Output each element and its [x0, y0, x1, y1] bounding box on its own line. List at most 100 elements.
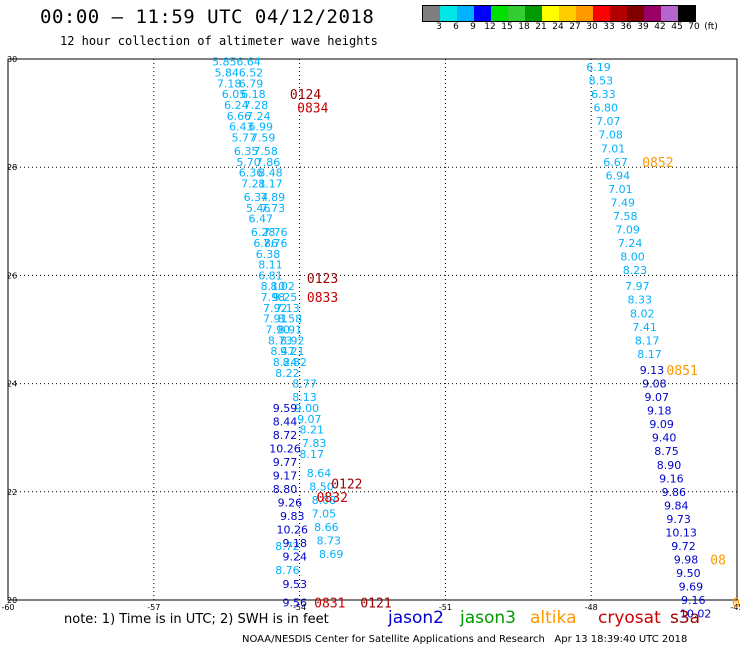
wave-height-point: 8.72: [273, 429, 298, 442]
color-scale-label: 33: [603, 22, 615, 32]
wave-height-point: 5.70: [236, 156, 261, 169]
wave-height-point: 8.13: [292, 391, 317, 404]
y-tick-label: 22: [7, 488, 17, 497]
legend-cryosat: cryosat: [598, 608, 661, 628]
color-scale-swatch: [491, 6, 508, 21]
wave-height-point: 9.56: [282, 597, 307, 610]
wave-height-point: 6.43: [229, 121, 254, 134]
wave-height-point: 7.01: [608, 183, 633, 196]
pass-time-label: 0834: [297, 102, 328, 117]
color-scale-bar: [422, 5, 696, 22]
wave-height-point: 7.07: [596, 115, 621, 128]
wave-height-point: 6.35: [234, 145, 259, 158]
wave-height-point: 9.69: [679, 580, 704, 593]
wave-height-point: 8.80: [273, 483, 298, 496]
wave-height-point: 8.82: [282, 356, 307, 369]
x-tick-label: -45: [730, 603, 740, 612]
wave-height-point: 7.73: [261, 202, 286, 215]
wave-height-point: 7.05: [312, 507, 337, 520]
y-tick-label: 20: [7, 596, 17, 605]
page-subtitle: 12 hour collection of altimeter wave hei…: [60, 34, 378, 48]
wave-height-point: 8.17: [300, 448, 325, 461]
wave-height-point: 9.98: [674, 553, 699, 566]
color-scale-swatch: [678, 6, 695, 21]
wave-height-point: 7.41: [632, 321, 657, 334]
wave-height-point: 7.01: [601, 142, 626, 155]
wave-height-point: 8.92: [280, 334, 305, 347]
color-scale-label: 70: [688, 22, 700, 32]
wave-height-point: 10.13: [665, 526, 697, 539]
wave-height-point: 7.09: [615, 223, 640, 236]
wave-height-point: 10.26: [269, 443, 301, 456]
wave-height-point: 6.38: [256, 248, 281, 261]
wave-height-point: 5.84: [214, 67, 239, 80]
wave-height-point: 9.73: [666, 513, 691, 526]
footer-credit: NOAA/NESDIS Center for Satellite Applica…: [242, 634, 688, 645]
wave-height-point: 9.86: [662, 486, 687, 499]
wave-height-point: 6.18: [241, 88, 266, 101]
color-scale-label: 45: [671, 22, 683, 32]
wave-height-point: 6.94: [606, 169, 631, 182]
wave-height-point: 7.97: [625, 280, 650, 293]
wave-height-point: 5.77: [231, 131, 256, 144]
wave-height-point: 6.33: [591, 88, 616, 101]
wave-height-point: 9.00: [295, 402, 320, 415]
wave-height-point: 7.58: [613, 210, 638, 223]
pass-time-label: 0121: [360, 597, 391, 612]
legend-jason2: jason2: [388, 608, 444, 628]
color-scale-labels: 3 6 9 12 15 18 21 24 27 30 33 36 39 42 45 70 (ft): [422, 22, 740, 34]
wave-height-point: 9.84: [664, 499, 689, 512]
x-tick-label: -60: [1, 603, 14, 612]
wave-height-point: 8.76: [275, 564, 300, 577]
wave-height-point: 9.21: [280, 345, 305, 358]
wave-height-point: 7.08: [598, 129, 623, 142]
wave-height-point: 8.73: [268, 334, 293, 347]
wave-height-point: 6.05: [222, 88, 247, 101]
wave-height-point: 6.28: [251, 226, 276, 239]
wave-height-point: 9.26: [278, 497, 303, 510]
wave-height-point: 9.16: [659, 472, 684, 485]
pass-time-label: 08: [710, 553, 726, 568]
wave-height-point: 8.22: [275, 367, 300, 380]
wave-height-point: 8.72: [275, 540, 300, 553]
wave-height-point: 9.07: [645, 391, 670, 404]
wave-height-point: 6.80: [594, 102, 619, 115]
wave-height-point: 8.11: [258, 259, 283, 272]
wave-height-point: 8.00: [620, 250, 645, 263]
wave-height-point: 9.16: [681, 594, 706, 607]
wave-height-point: 7.90: [265, 324, 290, 337]
wave-height-point: 8.10: [261, 280, 286, 293]
wave-height-point: 6.66: [227, 110, 252, 123]
wave-height-point: 7.28: [244, 99, 269, 112]
wave-height-point: 7.76: [263, 237, 288, 250]
wave-height-point: 5.85: [212, 56, 237, 69]
color-scale-swatch: [508, 6, 525, 21]
wave-height-point: 8.17: [635, 334, 660, 347]
wave-height-point: 8.75: [654, 445, 679, 458]
wave-height-point: 8.90: [657, 459, 682, 472]
color-scale-swatch: [559, 6, 576, 21]
wave-height-point: 8.53: [589, 75, 614, 88]
wave-height-point: 8.58: [278, 313, 303, 326]
pass-time-label: 0851: [667, 364, 698, 379]
y-tick-label: 30: [7, 55, 17, 64]
color-scale-label: 27: [569, 22, 581, 32]
wave-height-point: 6.64: [236, 56, 261, 69]
wave-height-point: 6.79: [239, 77, 264, 90]
wave-height-point: 7.86: [256, 156, 281, 169]
x-tick-label: -54: [293, 603, 306, 612]
wave-height-point: 8.73: [317, 534, 342, 547]
wave-height-point: 8.21: [300, 424, 325, 437]
wave-height-point: 8.77: [292, 378, 317, 391]
pass-time-label: 0124: [290, 88, 321, 103]
color-scale-swatch: [474, 6, 491, 21]
color-scale-label: 36: [620, 22, 632, 32]
wave-height-point: 9.17: [273, 470, 298, 483]
wave-height-point: 8.47: [270, 345, 295, 358]
wave-height-point: 8.50: [309, 480, 334, 493]
wave-height-point: 8.02: [630, 307, 655, 320]
color-scale-label: (ft): [704, 22, 718, 32]
wave-height-point: 7.49: [611, 196, 636, 209]
wave-height-point: 8.17: [637, 348, 662, 361]
